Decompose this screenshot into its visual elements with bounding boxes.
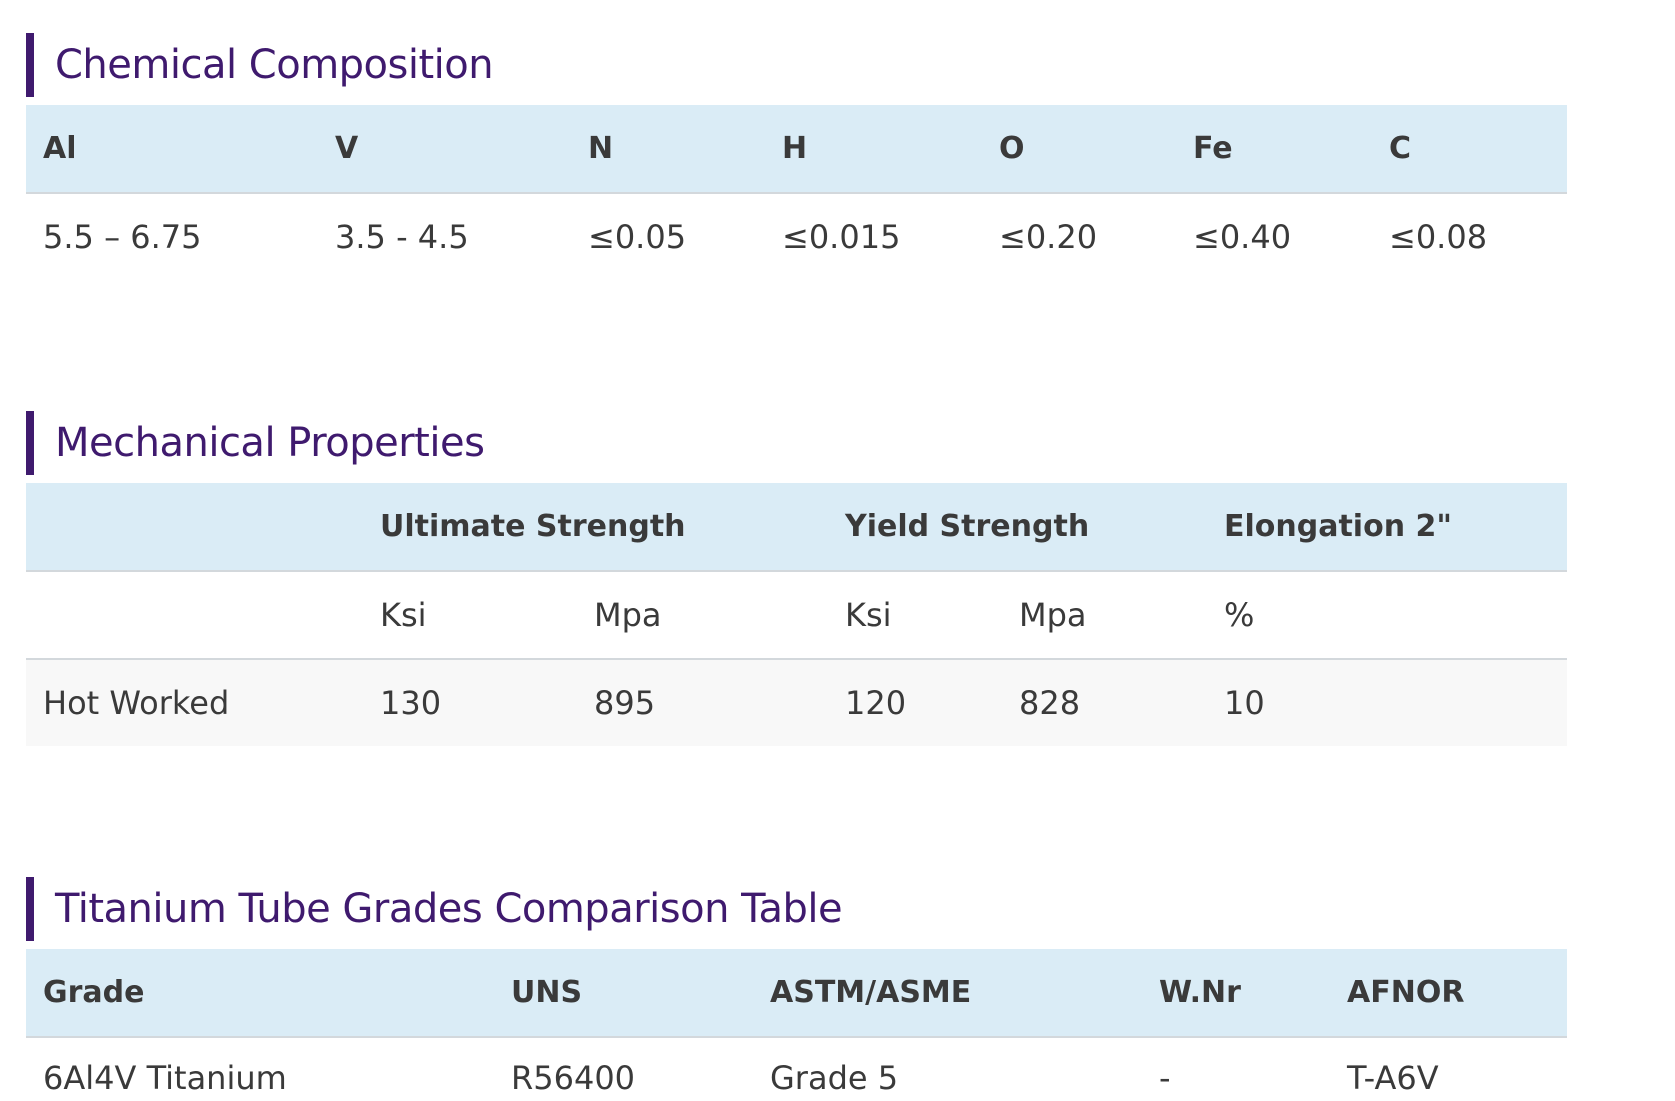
chem-value-fe: ≤0.40 (1193, 218, 1292, 256)
mechanical-header-row: Ultimate Strength Yield Strength Elongat… (26, 483, 1567, 572)
mech-unit-blank (26, 571, 363, 660)
chem-header-n: N (571, 105, 765, 194)
chem-header-h: H (765, 105, 982, 194)
grades-grade: 6Al4V Titanium (43, 1059, 287, 1097)
chem-header-c: C (1372, 105, 1567, 194)
mechanical-units-row: Ksi Mpa Ksi Mpa % (26, 571, 1567, 660)
mech-unit-elongation-percent: % (1207, 571, 1567, 660)
chem-value-h: ≤0.015 (782, 218, 901, 256)
mech-yield-ksi: 120 (828, 659, 1002, 746)
chem-value-al: 5.5 – 6.75 (43, 218, 202, 256)
chem-value-c: ≤0.08 (1389, 218, 1488, 256)
grades-astm-asme: Grade 5 (770, 1059, 899, 1097)
chem-value-n: ≤0.05 (588, 218, 687, 256)
chem-value-o: ≤0.20 (999, 218, 1098, 256)
grades-header-grade: Grade (26, 949, 494, 1038)
chemical-composition-table: Al V N H O Fe C 5.5 – 6.75 3.5 - 4.5 ≤0.… (26, 105, 1567, 280)
mech-header-ultimate-strength: Ultimate Strength (363, 483, 828, 572)
grades-header-wnr: W.Nr (1142, 949, 1330, 1038)
grades-header-astm-asme: ASTM/ASME (753, 949, 1142, 1038)
mech-condition: Hot Worked (26, 659, 363, 746)
grades-header-afnor: AFNOR (1330, 949, 1567, 1038)
mech-header-elongation: Elongation 2" (1207, 483, 1567, 572)
mech-unit-yield-ksi: Ksi (828, 571, 1002, 660)
chemical-header-row: Al V N H O Fe C (26, 105, 1567, 194)
chem-header-o: O (982, 105, 1176, 194)
mech-unit-ultimate-ksi: Ksi (363, 571, 577, 660)
grades-uns: R56400 (511, 1059, 636, 1097)
table-row: 6Al4V Titanium R56400 Grade 5 - T-A6V (26, 1037, 1567, 1101)
grades-comparison-table: Grade UNS ASTM/ASME W.Nr AFNOR 6Al4V Tit… (26, 949, 1567, 1101)
mech-unit-yield-mpa: Mpa (1002, 571, 1207, 660)
mech-elongation: 10 (1207, 659, 1567, 746)
mech-yield-mpa: 828 (1002, 659, 1207, 746)
grades-wnr: - (1159, 1059, 1171, 1097)
mech-header-blank (26, 483, 363, 572)
mech-ultimate-ksi: 130 (363, 659, 577, 746)
table-row: Hot Worked 130 895 120 828 10 (26, 659, 1567, 746)
grades-header-row: Grade UNS ASTM/ASME W.Nr AFNOR (26, 949, 1567, 1038)
mech-header-yield-strength: Yield Strength (828, 483, 1207, 572)
grades-afnor: T-A6V (1347, 1059, 1439, 1097)
chemical-composition-heading: Chemical Composition (26, 33, 494, 98)
mech-ultimate-mpa: 895 (577, 659, 828, 746)
grades-comparison-heading: Titanium Tube Grades Comparison Table (26, 877, 843, 942)
mech-unit-ultimate-mpa: Mpa (577, 571, 828, 660)
chem-header-v: V (318, 105, 571, 194)
chem-header-fe: Fe (1176, 105, 1372, 194)
table-row: 5.5 – 6.75 3.5 - 4.5 ≤0.05 ≤0.015 ≤0.20 … (26, 193, 1567, 280)
chem-value-v: 3.5 - 4.5 (335, 218, 469, 256)
chem-header-al: Al (26, 105, 318, 194)
mechanical-properties-table: Ultimate Strength Yield Strength Elongat… (26, 483, 1567, 746)
mechanical-properties-heading: Mechanical Properties (26, 411, 485, 476)
grades-header-uns: UNS (494, 949, 753, 1038)
